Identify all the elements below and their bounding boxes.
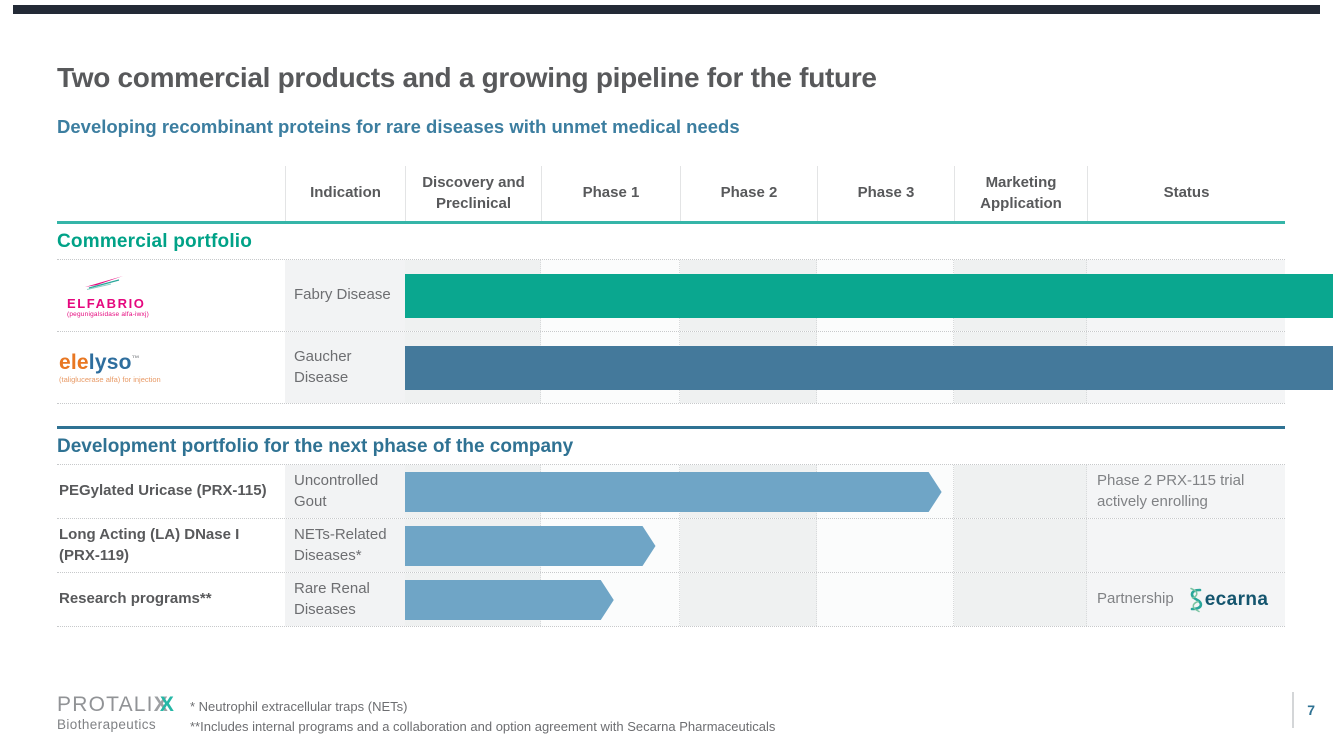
indication-cell: Gaucher Disease <box>285 332 405 403</box>
table-row-elelyso: elelyso™ (taliglucerase alfa) for inject… <box>57 332 1333 404</box>
slide-subtitle: Developing recombinant proteins for rare… <box>57 116 740 137</box>
indication-cell: Rare Renal Diseases <box>285 573 405 626</box>
stage-cell-phase3 <box>817 573 954 626</box>
secarna-logo: ecarna <box>1186 587 1269 613</box>
page-number-box: 7 <box>1292 690 1315 730</box>
column-header-discovery-preclinical: Discovery and Preclinical <box>405 166 541 221</box>
footnote-1: * Neutrophil extracellular traps (NETs) <box>190 699 408 714</box>
product-cell: ELFABRIO (pegunigalsidase alfa-iwxj) <box>57 260 285 331</box>
section-heading-commercial: Commercial portfolio <box>57 224 1285 260</box>
stage-cell-phase2 <box>680 519 817 572</box>
program-name: PEGylated Uricase (PRX-115) <box>59 482 267 500</box>
protalix-subtext: Biotherapeutics <box>57 717 157 732</box>
elelyso-wordmark: elelyso™ <box>59 350 140 374</box>
top-accent-bar <box>13 5 1320 14</box>
pipeline-bar-prx115 <box>405 472 942 512</box>
column-header-phase2: Phase 2 <box>680 166 817 221</box>
header-spacer <box>57 166 285 221</box>
column-header-phase3: Phase 3 <box>817 166 954 221</box>
status-cell: Phase 2 PRX-115 trial actively enrolling <box>1087 465 1285 518</box>
elelyso-logo: elelyso™ (taliglucerase alfa) for inject… <box>59 352 275 384</box>
stage-cell-marketing <box>954 573 1087 626</box>
column-header-marketing-application: Marketing Application <box>954 166 1087 221</box>
column-header-status: Status <box>1087 166 1285 221</box>
footnotes: * Neutrophil extracellular traps (NETs) … <box>190 697 775 737</box>
elfabrio-swoosh-icon <box>85 275 123 290</box>
program-name: Long Acting (LA) DNase I (PRX-119) <box>59 526 240 564</box>
pipeline-bar-research <box>405 580 614 620</box>
elfabrio-generic-name: (pegunigalsidase alfa-iwxj) <box>67 310 149 318</box>
program-cell: Research programs** <box>57 573 285 626</box>
section-heading-development: Development portfolio for the next phase… <box>57 426 1285 465</box>
table-row-research-programs: Research programs** Rare Renal Diseases … <box>57 573 1285 627</box>
page-number-divider <box>1292 692 1295 728</box>
slide-title: Two commercial products and a growing pi… <box>57 62 877 93</box>
pipeline-bar-prx119 <box>405 526 656 566</box>
secarna-wordmark: ecarna <box>1204 588 1269 610</box>
stage-cell-marketing <box>954 465 1087 518</box>
table-row-prx115: PEGylated Uricase (PRX-115) Uncontrolled… <box>57 465 1285 519</box>
pipeline-bar-elfabrio <box>405 274 1333 318</box>
program-name: Research programs** <box>59 590 212 608</box>
elelyso-generic-name: (taliglucerase alfa) for injection <box>59 374 161 384</box>
protalix-wordmark: PROTALIXX <box>57 693 176 716</box>
protalix-logo: PROTALIXX Biotherapeutics <box>57 694 175 732</box>
page-number: 7 <box>1307 702 1315 718</box>
pipeline-table: Indication Discovery and Preclinical Pha… <box>57 166 1333 627</box>
status-text: Partnership <box>1097 590 1174 608</box>
footnote-2: **Includes internal programs and a colla… <box>190 719 776 735</box>
elfabrio-wordmark: ELFABRIO <box>67 295 146 311</box>
status-cell: Partnership ecarna <box>1087 573 1285 626</box>
indication-cell: NETs-Related Diseases* <box>285 519 405 572</box>
elfabrio-logo: ELFABRIO (pegunigalsidase alfa-iwxj) <box>59 274 275 318</box>
pipeline-bar-elelyso <box>405 346 1333 390</box>
indication-cell: Uncontrolled Gout <box>285 465 405 518</box>
program-cell: Long Acting (LA) DNase I (PRX-119) <box>57 519 285 572</box>
indication-cell: Fabry Disease <box>285 260 405 331</box>
stage-cell-phase3 <box>817 519 954 572</box>
table-header-row: Indication Discovery and Preclinical Pha… <box>57 166 1285 224</box>
program-cell: PEGylated Uricase (PRX-115) <box>57 465 285 518</box>
column-header-indication: Indication <box>285 166 405 221</box>
table-row-elfabrio: ELFABRIO (pegunigalsidase alfa-iwxj) Fab… <box>57 260 1333 332</box>
secarna-dna-icon <box>1189 587 1202 612</box>
stage-cell-marketing <box>954 519 1087 572</box>
column-header-phase1: Phase 1 <box>541 166 680 221</box>
stage-cell-phase2 <box>680 573 817 626</box>
product-cell: elelyso™ (taliglucerase alfa) for inject… <box>57 332 285 403</box>
table-row-prx119: Long Acting (LA) DNase I (PRX-119) NETs-… <box>57 519 1285 573</box>
status-cell <box>1087 519 1285 572</box>
